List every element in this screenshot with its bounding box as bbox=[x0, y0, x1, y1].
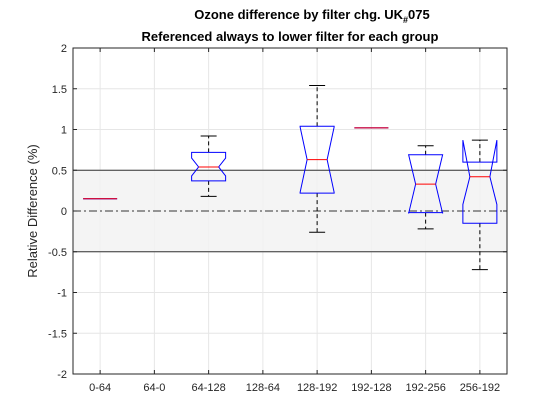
y-tick-label: 1.5 bbox=[52, 84, 67, 96]
notched-box bbox=[407, 154, 444, 214]
y-tick-label: 1 bbox=[61, 125, 67, 137]
x-tick-label: 192-256 bbox=[405, 382, 445, 394]
y-tick-label: 2 bbox=[61, 43, 67, 55]
box-192-256 bbox=[407, 145, 444, 230]
box-128-192 bbox=[299, 84, 335, 233]
notched-box bbox=[191, 151, 227, 182]
x-tick-label: 64-0 bbox=[143, 382, 165, 394]
x-tick-label: 256-192 bbox=[460, 382, 500, 394]
plot-area: -2 -1.5 -1 -0.5 0 0.5 1 1.5 2 0-64 64-0 64-128 128-6… bbox=[48, 43, 508, 394]
y-tick-label: 0 bbox=[61, 206, 67, 218]
x-tick-label: 0-64 bbox=[89, 382, 111, 394]
notched-box bbox=[462, 140, 498, 224]
chart-title-line1: Ozone difference by filter chg. UK#075 bbox=[194, 7, 429, 25]
y-tick-label: -1 bbox=[57, 288, 67, 300]
x-tick-label: 128-192 bbox=[297, 382, 337, 394]
box-256-192 bbox=[462, 139, 498, 271]
x-tick-label: 128-64 bbox=[246, 382, 280, 394]
box-64-128 bbox=[191, 135, 227, 197]
x-tick-label: 192-128 bbox=[351, 382, 391, 394]
chart-title-line2: Referenced always to lower filter for ea… bbox=[142, 29, 439, 44]
x-tick-label: 64-128 bbox=[191, 382, 225, 394]
y-tick-label: -0.5 bbox=[48, 247, 67, 259]
y-tick-label: -2 bbox=[57, 369, 67, 381]
notched-box bbox=[299, 125, 335, 194]
y-tick-label: -1.5 bbox=[48, 328, 67, 340]
y-axis-label: Relative Difference (%) bbox=[25, 144, 40, 277]
y-tick-label: 0.5 bbox=[52, 165, 67, 177]
